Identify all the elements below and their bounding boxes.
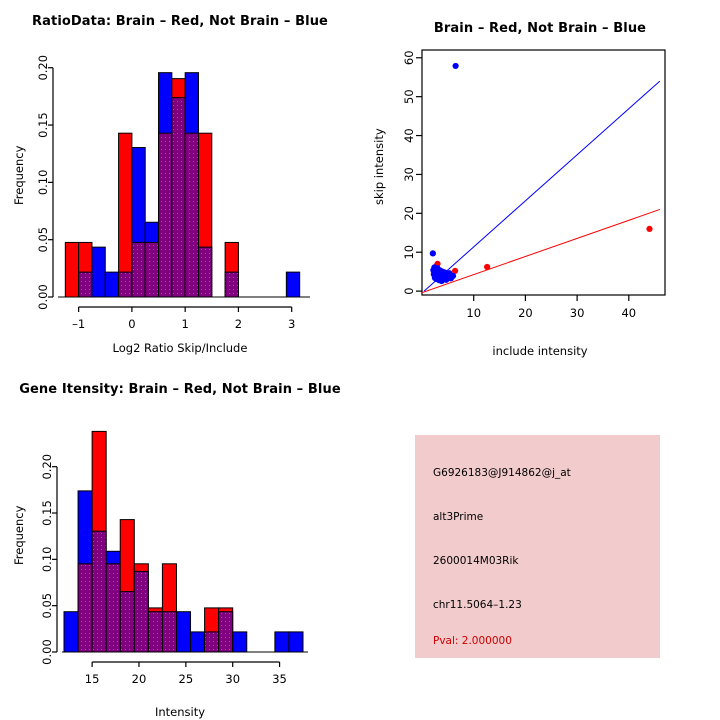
- svg-text:0.05: 0.05: [40, 593, 54, 619]
- gene-hist-xlabel: Intensity: [154, 705, 206, 719]
- svg-text:3: 3: [288, 317, 295, 331]
- panel-ratio-histogram: RatioData: Brain – Red, Not Brain – Blue…: [0, 0, 360, 360]
- info-line-2: alt3Prime: [433, 511, 484, 523]
- svg-text:2: 2: [235, 317, 242, 331]
- scatter-title: Brain – Red, Not Brain – Blue: [433, 21, 647, 36]
- svg-text:0.20: 0.20: [40, 454, 54, 480]
- svg-text:1: 1: [181, 317, 188, 331]
- svg-text:30: 30: [570, 306, 585, 320]
- ratio-hist-title: RatioData: Brain – Red, Not Brain – Blue: [32, 14, 328, 29]
- info-line-5: Pval: 2.000000: [433, 635, 512, 647]
- scatter-ylabel: skip intensity: [372, 128, 386, 205]
- panel-intensity-scatter: Brain – Red, Not Brain – Blue skip inten…: [360, 0, 720, 360]
- svg-text:40: 40: [621, 306, 636, 320]
- svg-text:60: 60: [402, 50, 416, 65]
- gene-info-box: G6926183@J914862@j_at alt3Prime 2600014M03…: [415, 435, 660, 658]
- ratio-hist-xlabel: Log2 Ratio Skip/Include: [112, 341, 248, 355]
- svg-text:0: 0: [128, 317, 135, 331]
- svg-text:0.20: 0.20: [36, 55, 50, 81]
- info-line-3: 2600014M03Rik: [433, 555, 519, 567]
- info-line-1: G6926183@J914862@j_at: [433, 467, 571, 479]
- svg-text:40: 40: [402, 128, 416, 143]
- svg-text:50: 50: [402, 89, 416, 104]
- svg-text:30: 30: [225, 672, 240, 686]
- scatter-plot-area: 0 10 20 30 40 50 60 10 20 30 40: [402, 49, 666, 320]
- svg-text:0.10: 0.10: [36, 170, 50, 196]
- gene-hist-title: Gene Itensity: Brain – Red, Not Brain – …: [19, 382, 341, 397]
- panel-info: G6926183@J914862@j_at alt3Prime 2600014M03…: [360, 360, 720, 720]
- svg-text:35: 35: [272, 672, 287, 686]
- svg-text:0.00: 0.00: [36, 284, 50, 310]
- gene-hist-plot-area: 0.00 0.05 0.10 0.15 0.20 15 20 25 30 35: [40, 430, 308, 686]
- svg-text:30: 30: [402, 167, 416, 182]
- svg-text:–1: –1: [72, 317, 85, 331]
- scatter-xlabel: include intensity: [492, 344, 588, 358]
- ratio-hist-plot-area: 0.00 0.05 0.10 0.15 0.20 –1 0 1 2 3: [36, 55, 310, 331]
- svg-text:15: 15: [85, 672, 100, 686]
- svg-text:20: 20: [518, 306, 533, 320]
- svg-text:0.15: 0.15: [36, 112, 50, 138]
- svg-text:20: 20: [402, 206, 416, 221]
- svg-text:25: 25: [179, 672, 194, 686]
- svg-text:0.15: 0.15: [40, 500, 54, 526]
- svg-text:0: 0: [402, 287, 416, 294]
- panel-gene-histogram: Gene Itensity: Brain – Red, Not Brain – …: [0, 360, 360, 720]
- gene-hist-ylabel: Frequency: [12, 505, 26, 565]
- svg-text:0.05: 0.05: [36, 227, 50, 253]
- svg-text:0.10: 0.10: [40, 547, 54, 573]
- ratio-hist-ylabel: Frequency: [12, 145, 26, 205]
- svg-text:10: 10: [466, 306, 481, 320]
- info-line-4: chr11.5064–1.23: [433, 599, 522, 611]
- svg-text:20: 20: [132, 672, 147, 686]
- svg-text:10: 10: [402, 245, 416, 260]
- svg-text:0.00: 0.00: [40, 639, 54, 665]
